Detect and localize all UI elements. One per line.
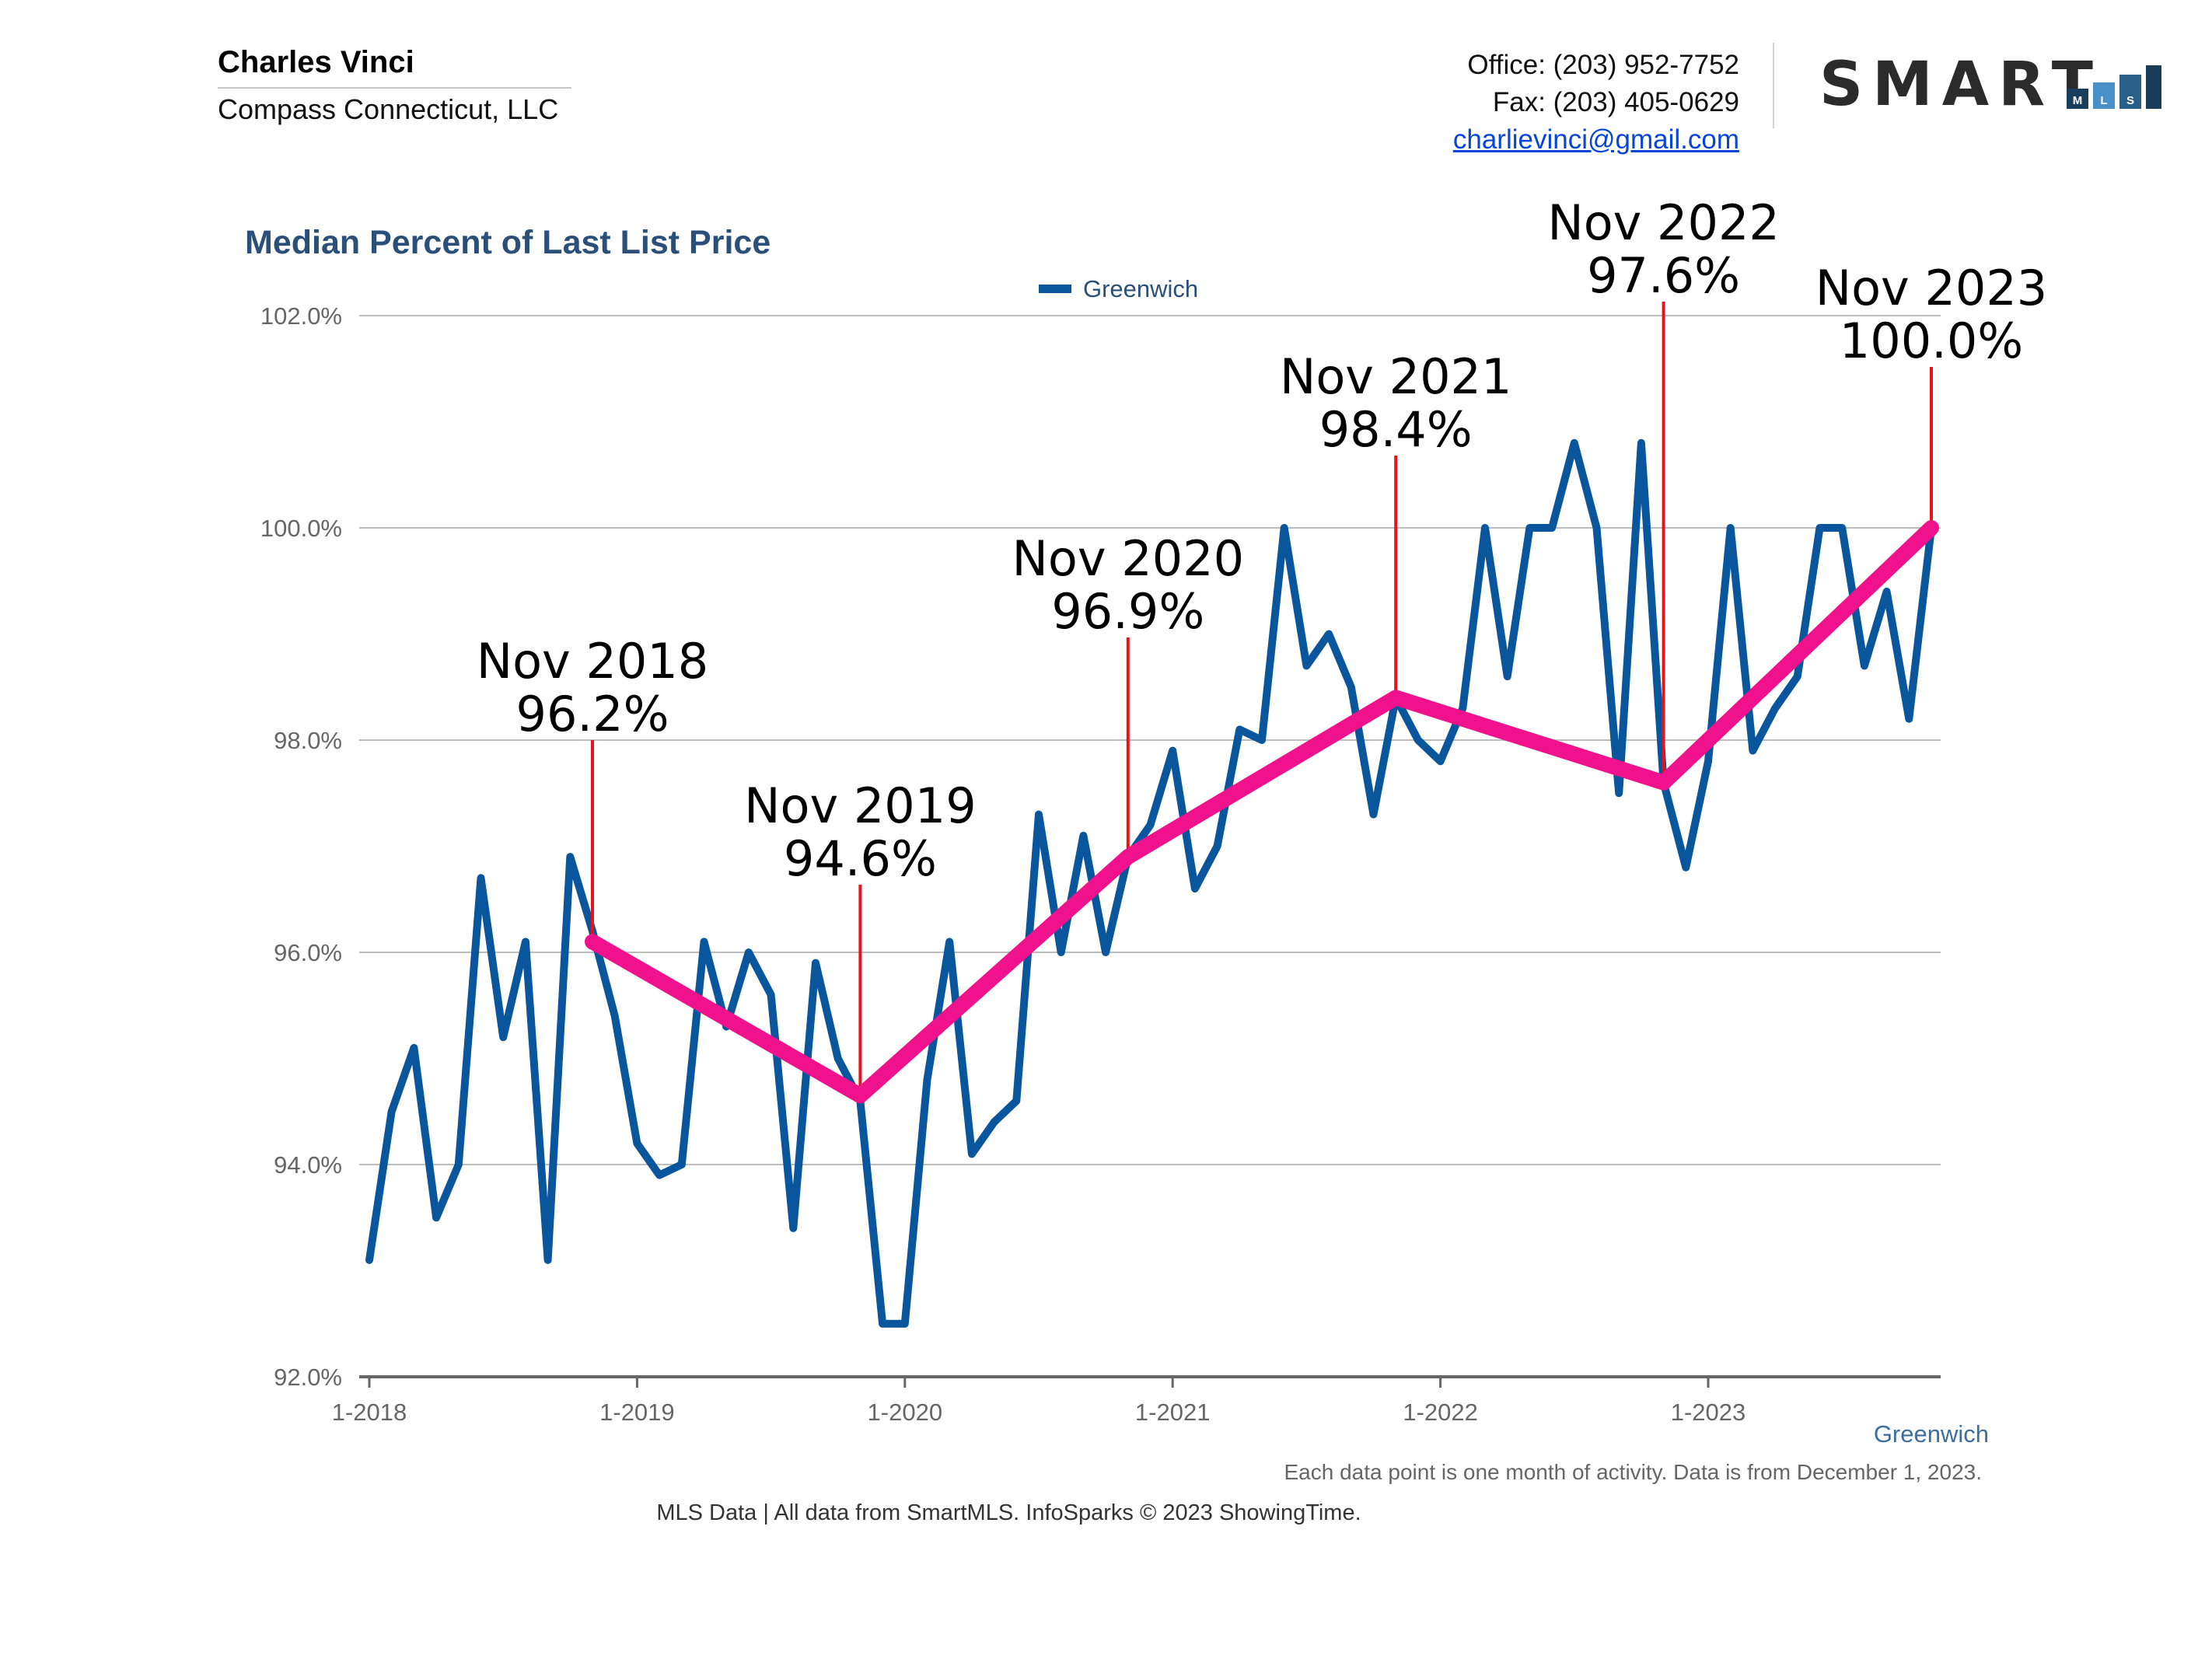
y-tick-label-94: 94.0%	[274, 1151, 342, 1179]
logo-mls-boxes: M L S	[2067, 65, 2161, 109]
chart-title: Median Percent of Last List Price	[245, 224, 771, 261]
annotation-value: 94.6%	[784, 830, 937, 887]
y-tick-label-92: 92.0%	[274, 1364, 342, 1391]
x-tick-label-1-2020: 1-2020	[868, 1399, 943, 1426]
credit-text: MLS Data | All data from SmartMLS. InfoS…	[656, 1500, 1361, 1525]
fax-number: Fax: (203) 405-0629	[1492, 87, 1739, 117]
logo-box-bar	[2146, 65, 2161, 109]
annotation-value: 100.0%	[1840, 313, 2023, 369]
agent-name: Charles Vinci	[218, 45, 414, 79]
legend-swatch-greenwich	[1039, 285, 1071, 293]
annotation-value: 98.4%	[1319, 401, 1473, 458]
logo-box-l-text: L	[2100, 94, 2107, 107]
series-layer	[365, 438, 1935, 1328]
logo-box-s	[2119, 75, 2141, 109]
grid-layer	[359, 315, 1941, 1165]
y-tick-label-102: 102.0%	[260, 302, 342, 330]
annotation-value: 96.9%	[1051, 583, 1204, 640]
axis-layer: 92.0% 94.0% 96.0% 98.0% 100.0% 102.0% 1-2018 1-…	[260, 302, 1989, 1448]
x-tick-label-1-2019: 1-2019	[599, 1399, 675, 1426]
contact-block: Office: (203) 952-7752 Fax: (203) 405-06…	[1453, 47, 1739, 159]
agent-company: Compass Connecticut, LLC	[218, 93, 559, 125]
smart-mls-logo: SMART M L S	[1819, 50, 2161, 120]
x-tick-label-1-2021: 1-2021	[1135, 1399, 1211, 1426]
legend-label-greenwich: Greenwich	[1083, 275, 1198, 302]
logo-wordmark: SMART	[1819, 50, 2102, 120]
x-tick-label-1-2023: 1-2023	[1671, 1399, 1746, 1426]
y-tick-label-100: 100.0%	[260, 515, 342, 542]
x-tick-label-1-2018: 1-2018	[332, 1399, 407, 1426]
logo-box-s-text: S	[2126, 94, 2134, 107]
y-tick-label-98: 98.0%	[274, 727, 342, 754]
y-tick-label-96: 96.0%	[274, 939, 342, 966]
credit-line: MLS Data | All data from SmartMLS. InfoS…	[0, 1500, 2212, 1526]
logo-box-m	[2067, 89, 2088, 109]
annotation-title: Nov 2022	[1547, 194, 1780, 251]
data-note: Each data point is one month of activity…	[1284, 1460, 1983, 1484]
trend-line	[585, 520, 1939, 1104]
logo-box-l	[2093, 82, 2115, 109]
annotation-value: 97.6%	[1587, 247, 1740, 304]
marker-layer	[591, 302, 1933, 1096]
trend-layer	[585, 520, 1939, 1104]
office-phone: Office: (203) 952-7752	[1467, 50, 1739, 80]
annotation-title: Nov 2018	[477, 633, 709, 690]
legend-layer: Greenwich	[1039, 275, 1198, 302]
header-separator	[1773, 43, 1774, 128]
x-tick-label-1-2022: 1-2022	[1403, 1399, 1478, 1426]
annotation-title: Nov 2023	[1815, 260, 2048, 316]
logo-box-m-text: M	[2073, 94, 2083, 107]
email-link[interactable]: charlievinci@gmail.com	[1452, 124, 1739, 155]
annotation-value: 96.2%	[516, 686, 669, 742]
annotation-title: Nov 2019	[744, 777, 977, 834]
agent-divider	[218, 87, 571, 89]
annotation-title: Nov 2021	[1280, 348, 1512, 405]
annotation-title: Nov 2020	[1012, 530, 1245, 587]
x-axis-label: Greenwich	[1874, 1420, 1989, 1448]
